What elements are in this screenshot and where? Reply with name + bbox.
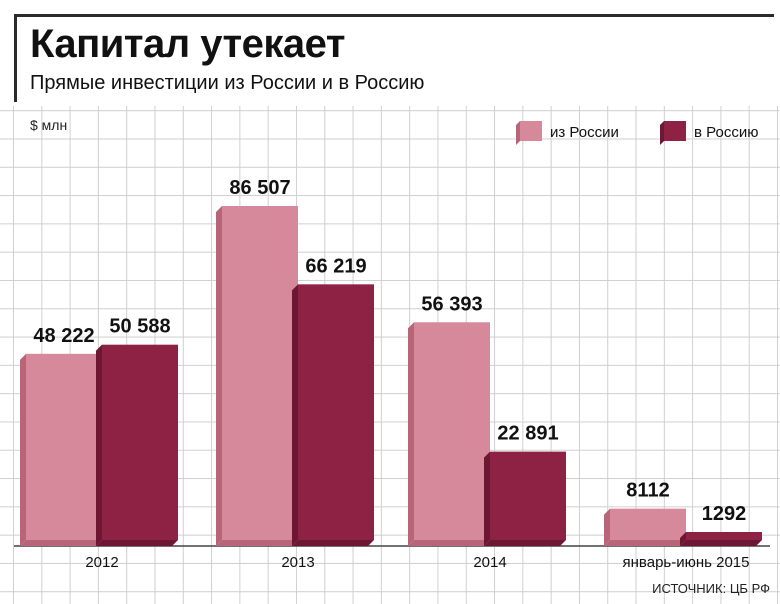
source-note: ИСТОЧНИК: ЦБ РФ <box>652 581 770 596</box>
unit-label: $ млн <box>30 117 68 133</box>
bar-bottom <box>484 540 566 546</box>
bar-side <box>604 508 610 546</box>
x-tick-label: 2012 <box>85 554 118 571</box>
bar-bottom <box>216 540 298 546</box>
bar-side <box>680 532 686 546</box>
chart-title: Капитал утекает <box>30 22 345 66</box>
bar-bottom <box>20 540 102 546</box>
data-label: 22 891 <box>497 423 558 445</box>
bar <box>26 353 102 540</box>
header-frame <box>14 14 774 102</box>
bar-side <box>292 284 298 546</box>
bar <box>102 344 178 540</box>
data-label: 56 393 <box>421 293 482 315</box>
legend-swatch <box>664 121 686 141</box>
data-label: 66 219 <box>305 255 366 277</box>
bar <box>686 532 762 540</box>
bar-side <box>216 206 222 546</box>
legend-swatch <box>520 121 542 141</box>
bar-side <box>484 451 490 546</box>
x-tick-label: 2013 <box>281 554 314 571</box>
data-label: 50 588 <box>109 316 170 338</box>
legend-label: из России <box>550 124 619 141</box>
bar-side <box>20 353 26 546</box>
bar <box>222 206 298 540</box>
bar-bottom <box>96 540 178 546</box>
bar-bottom <box>292 540 374 546</box>
bar-bottom <box>680 540 762 546</box>
bar-side <box>96 344 102 546</box>
bar-bottom <box>604 540 686 546</box>
x-tick-label: 2014 <box>473 554 506 571</box>
legend-label: в Россию <box>694 124 758 141</box>
bar <box>610 508 686 540</box>
bar <box>414 322 490 540</box>
x-tick-label: январь-июнь 2015 <box>623 554 750 571</box>
bar <box>298 284 374 540</box>
legend-swatch-side <box>660 121 664 145</box>
chart-subtitle: Прямые инвестиции из России и в Россию <box>30 72 425 94</box>
bar-side <box>408 322 414 546</box>
data-label: 86 507 <box>229 177 290 199</box>
chart-header: Капитал утекает Прямые инвестиции из Рос… <box>0 0 780 106</box>
bar <box>490 451 566 540</box>
data-label: 48 222 <box>33 325 94 347</box>
data-label: 8112 <box>626 480 669 502</box>
bar-bottom <box>408 540 490 546</box>
data-label: 1292 <box>702 503 747 525</box>
legend-swatch-side <box>516 121 520 145</box>
